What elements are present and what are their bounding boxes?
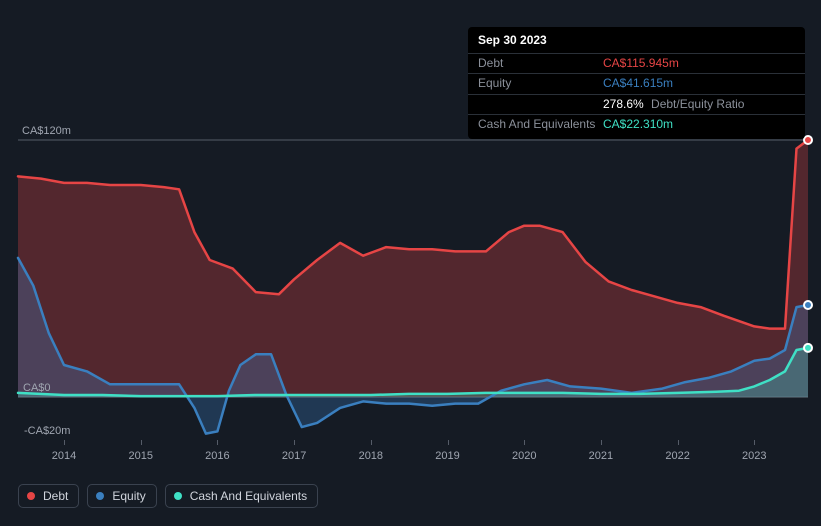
tooltip-date: Sep 30 2023 xyxy=(468,27,805,53)
legend-label: Equity xyxy=(112,489,145,503)
legend-label: Cash And Equivalents xyxy=(190,489,307,503)
x-axis-label: 2015 xyxy=(128,450,152,462)
plot-area[interactable] xyxy=(18,140,808,440)
y-axis-label: -CA$20m xyxy=(24,425,70,437)
legend-label: Debt xyxy=(43,489,68,503)
chart-tooltip: Sep 30 2023 Debt CA$115.945m Equity CA$4… xyxy=(468,27,805,139)
tooltip-row-cash: Cash And Equivalents CA$22.310m xyxy=(468,114,805,139)
financials-history-chart: Sep 30 2023 Debt CA$115.945m Equity CA$4… xyxy=(0,0,821,526)
tooltip-label-cash: Cash And Equivalents xyxy=(478,117,603,133)
y-axis-label: CA$120m xyxy=(22,125,71,137)
x-axis-label: 2020 xyxy=(512,450,536,462)
tooltip-label-ratio xyxy=(478,97,603,113)
legend-item-cash[interactable]: Cash And Equivalents xyxy=(165,484,318,508)
tooltip-value-cash: CA$22.310m xyxy=(603,117,673,133)
x-axis-label: 2023 xyxy=(742,450,766,462)
legend: Debt Equity Cash And Equivalents xyxy=(18,484,318,508)
cash-dot-icon xyxy=(174,492,182,500)
tooltip-value-ratio: 278.6% xyxy=(603,97,644,111)
tooltip-ratio-suffix: Debt/Equity Ratio xyxy=(651,97,744,111)
x-axis-label: 2018 xyxy=(359,450,383,462)
x-axis-label: 2021 xyxy=(589,450,613,462)
y-axis-label: CA$0 xyxy=(23,382,51,394)
tooltip-label-equity: Equity xyxy=(478,76,603,92)
tooltip-label-debt: Debt xyxy=(478,56,603,72)
x-axis-label: 2019 xyxy=(435,450,459,462)
x-axis-label: 2016 xyxy=(205,450,229,462)
x-axis-label: 2022 xyxy=(665,450,689,462)
tooltip-row-ratio: 278.6% Debt/Equity Ratio xyxy=(468,94,805,115)
tooltip-row-debt: Debt CA$115.945m xyxy=(468,53,805,74)
tooltip-row-equity: Equity CA$41.615m xyxy=(468,73,805,94)
legend-item-equity[interactable]: Equity xyxy=(87,484,156,508)
debt-dot-icon xyxy=(27,492,35,500)
x-axis-label: 2014 xyxy=(52,450,76,462)
legend-item-debt[interactable]: Debt xyxy=(18,484,79,508)
x-axis-label: 2017 xyxy=(282,450,306,462)
tooltip-value-debt: CA$115.945m xyxy=(603,56,679,72)
equity-dot-icon xyxy=(96,492,104,500)
tooltip-value-equity: CA$41.615m xyxy=(603,76,673,92)
